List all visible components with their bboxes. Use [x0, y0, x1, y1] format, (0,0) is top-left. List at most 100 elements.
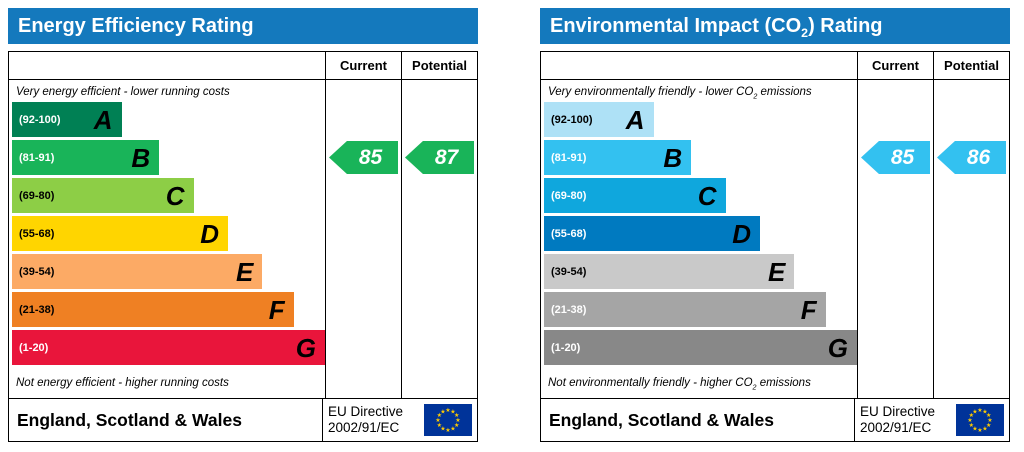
band-letter-a: A: [625, 104, 645, 135]
eu-directive: EU Directive 2002/91/EC: [322, 399, 419, 441]
band-range-d: (55-68): [19, 227, 55, 240]
chart-body: Very environmentally friendly - lower CO…: [541, 80, 1009, 398]
current-column: 85: [857, 80, 933, 398]
svg-text:★: ★: [437, 422, 442, 429]
svg-text:★: ★: [982, 408, 987, 415]
chart-title: Environmental Impact (CO2) Rating: [550, 15, 883, 40]
band-row-d: (55-68) D: [544, 216, 760, 251]
band-letter-f: F: [800, 294, 817, 325]
potential-column: 86: [933, 80, 1009, 398]
band-row-a: (92-100) A: [12, 102, 122, 137]
band-row-e: (39-54) E: [544, 254, 795, 289]
svg-text:★: ★: [445, 427, 450, 434]
eu-flag-icon: ★ ★ ★ ★ ★ ★ ★ ★ ★ ★ ★ ★: [956, 404, 1004, 436]
column-header-potential: Potential: [933, 52, 1009, 79]
band-range-a: (92-100): [551, 113, 593, 126]
band-row-c: (69-80) C: [12, 178, 194, 213]
potential-rating-arrow: 86: [937, 141, 1006, 174]
svg-text:★: ★: [454, 412, 459, 419]
band-row-b: (81-91) B: [544, 140, 692, 175]
band-letter-c: C: [165, 180, 185, 211]
band-letter-d: D: [200, 218, 219, 249]
band-range-f: (21-38): [551, 303, 587, 316]
current-rating-arrow: 85: [861, 141, 930, 174]
chart-box: Current Potential Very energy efficient …: [8, 51, 478, 442]
band-letter-g: G: [295, 332, 316, 363]
bottom-note: Not environmentally friendly - higher CO…: [548, 376, 811, 391]
band-letter-e: E: [768, 256, 786, 287]
band-row-b: (81-91) B: [12, 140, 160, 175]
potential-column: 87: [401, 80, 477, 398]
potential-rating-value: 86: [966, 145, 991, 169]
eu-flag-cell: ★ ★ ★ ★ ★ ★ ★ ★ ★ ★ ★ ★: [951, 399, 1009, 441]
band-row-c: (69-80) C: [544, 178, 726, 213]
rating-bands: Very environmentally friendly - lower CO…: [541, 80, 857, 398]
band-range-g: (1-20): [19, 341, 49, 354]
band-range-c: (69-80): [551, 189, 587, 202]
current-rating-value: 85: [890, 145, 915, 169]
eu-directive-line2: 2002/91/EC: [860, 420, 932, 435]
band-row-g: (1-20) G: [544, 330, 857, 365]
svg-text:★: ★: [440, 408, 445, 415]
eu-flag-cell: ★ ★ ★ ★ ★ ★ ★ ★ ★ ★ ★ ★: [419, 399, 477, 441]
svg-text:★: ★: [440, 426, 445, 433]
svg-text:★: ★: [986, 412, 991, 419]
potential-rating-value: 87: [434, 145, 459, 169]
svg-text:★: ★: [454, 422, 459, 429]
svg-text:★: ★: [972, 426, 977, 433]
band-letter-b: B: [663, 142, 683, 173]
svg-text:★: ★: [969, 422, 974, 429]
svg-text:★: ★: [987, 417, 992, 424]
chart-footer: England, Scotland & Wales EU Directive 2…: [9, 398, 477, 441]
band-row-a: (92-100) A: [544, 102, 654, 137]
band-row-f: (21-38) F: [544, 292, 826, 327]
chart-body: Very energy efficient - lower running co…: [9, 80, 477, 398]
bottom-note: Not energy efficient - higher running co…: [16, 376, 229, 389]
footer-region: England, Scotland & Wales: [17, 409, 242, 430]
column-header-potential: Potential: [401, 52, 477, 79]
svg-text:★: ★: [977, 427, 982, 434]
column-header-current: Current: [325, 52, 401, 79]
eu-directive-line1: EU Directive: [328, 403, 404, 419]
svg-text:★: ★: [982, 426, 987, 433]
band-letter-d: D: [732, 218, 751, 249]
eu-directive-line2: 2002/91/EC: [328, 420, 400, 435]
band-letter-g: G: [827, 332, 848, 363]
current-rating-arrow: 85: [329, 141, 398, 174]
top-note: Very energy efficient - lower running co…: [16, 86, 230, 98]
energy-efficiency-chart: Energy Efficiency Rating Current Potenti…: [8, 8, 478, 442]
band-letter-c: C: [697, 180, 717, 211]
band-range-f: (21-38): [19, 303, 55, 316]
svg-text:★: ★: [435, 417, 440, 424]
current-rating-value: 85: [358, 145, 383, 169]
svg-text:★: ★: [450, 408, 455, 415]
footer-region: England, Scotland & Wales: [549, 409, 774, 430]
band-range-b: (81-91): [19, 151, 55, 164]
band-row-f: (21-38) F: [12, 292, 294, 327]
svg-text:★: ★: [445, 407, 450, 414]
eu-directive: EU Directive 2002/91/EC: [854, 399, 951, 441]
svg-text:★: ★: [450, 426, 455, 433]
eu-directive-line1: EU Directive: [860, 403, 936, 419]
top-note: Very environmentally friendly - lower CO…: [548, 86, 812, 101]
svg-text:★: ★: [967, 417, 972, 424]
band-range-e: (39-54): [19, 265, 55, 278]
band-row-d: (55-68) D: [12, 216, 228, 251]
chart-title-bar: Environmental Impact (CO2) Rating: [540, 8, 1010, 44]
header-spacer: [9, 52, 325, 79]
rating-bands: Very energy efficient - lower running co…: [9, 80, 325, 398]
band-range-e: (39-54): [551, 265, 587, 278]
band-range-a: (92-100): [19, 113, 61, 126]
chart-footer: England, Scotland & Wales EU Directive 2…: [541, 398, 1009, 441]
svg-text:★: ★: [972, 408, 977, 415]
header-spacer: [541, 52, 857, 79]
svg-text:★: ★: [986, 422, 991, 429]
band-letter-a: A: [93, 104, 113, 135]
svg-text:★: ★: [969, 412, 974, 419]
column-header-row: Current Potential: [541, 52, 1009, 80]
band-range-c: (69-80): [19, 189, 55, 202]
potential-rating-arrow: 87: [405, 141, 474, 174]
chart-box: Current Potential Very environmentally f…: [540, 51, 1010, 442]
environmental-impact-chart: Environmental Impact (CO2) Rating Curren…: [540, 8, 1010, 442]
